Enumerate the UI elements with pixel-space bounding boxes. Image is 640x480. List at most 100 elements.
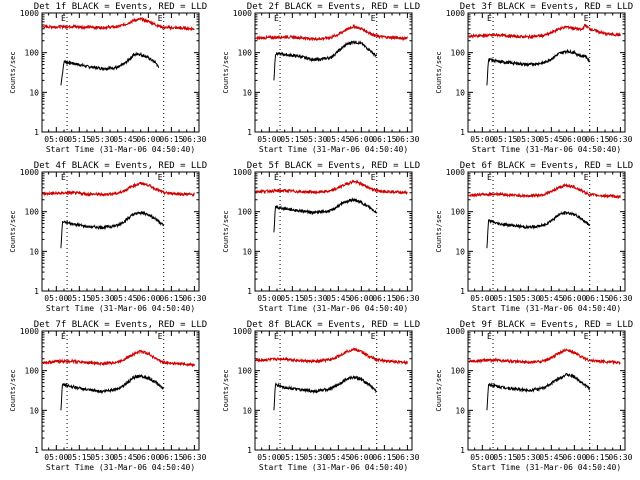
x-axis-label: Start Time (31-Mar-06 04:50:40) xyxy=(46,463,195,472)
y-tick-label: 1000 xyxy=(446,168,465,177)
y-axis-label: Counts/sec xyxy=(222,369,230,411)
x-tick-label: 06:15 xyxy=(372,294,396,303)
x-tick-label: 05:30 xyxy=(303,453,327,462)
event-marker-label: E xyxy=(61,14,66,23)
panel-det-9: Det 9f BLACK = Events, RED = LLD 1 10 100 10… xyxy=(435,320,633,472)
panel-title: Det 6f BLACK = Events, RED = LLD xyxy=(460,161,633,171)
y-tick-label: 1 xyxy=(34,446,39,455)
plot-frame xyxy=(467,330,626,451)
plot-frame xyxy=(254,171,413,292)
event-marker-label: E xyxy=(274,332,279,341)
event-marker-label: E xyxy=(487,173,492,182)
y-tick-label: 10 xyxy=(242,406,252,415)
x-tick-label: 05:30 xyxy=(516,453,540,462)
event-marker-label: E xyxy=(158,332,163,341)
y-tick-label: 1000 xyxy=(233,168,252,177)
x-tick-label: 06:15 xyxy=(585,453,609,462)
x-tick-label: 06:00 xyxy=(562,294,586,303)
plot-frame xyxy=(467,171,626,292)
y-axis-label: Counts/sec xyxy=(9,51,17,93)
series-lld-line xyxy=(42,16,195,32)
x-tick-label: 05:15 xyxy=(280,453,304,462)
y-tick-label: 10 xyxy=(29,247,39,256)
x-tick-label: 06:30 xyxy=(608,294,632,303)
y-tick-label: 1000 xyxy=(20,327,39,336)
panel-det-7: Det 7f BLACK = Events, RED = LLD 1 10 100 10… xyxy=(9,320,207,472)
event-marker-label: E xyxy=(584,173,589,182)
x-tick-label: 05:45 xyxy=(113,294,137,303)
event-marker-label: E xyxy=(371,173,376,182)
series-lld-line xyxy=(42,181,195,197)
x-tick-label: 06:30 xyxy=(395,294,419,303)
x-tick-label: 05:00 xyxy=(257,135,281,144)
y-tick-label: 10 xyxy=(29,88,39,97)
x-tick-label: 06:15 xyxy=(372,135,396,144)
event-marker-label: E xyxy=(371,14,376,23)
y-tick-label: 1000 xyxy=(446,9,465,18)
x-tick-label: 06:30 xyxy=(182,453,206,462)
x-tick-label: 05:45 xyxy=(539,453,563,462)
event-marker-label: E xyxy=(274,14,279,23)
x-tick-label: 05:15 xyxy=(67,135,91,144)
y-tick-label: 1 xyxy=(247,128,252,137)
x-tick-label: 05:00 xyxy=(44,294,68,303)
x-tick-label: 05:15 xyxy=(493,453,517,462)
series-events-line xyxy=(60,373,164,411)
series-lld-line xyxy=(255,347,408,366)
x-tick-label: 05:45 xyxy=(326,135,350,144)
x-tick-label: 06:30 xyxy=(608,135,632,144)
panel-title: Det 7f BLACK = Events, RED = LLD xyxy=(34,320,207,330)
event-marker-label: E xyxy=(158,173,163,182)
x-tick-label: 05:15 xyxy=(493,294,517,303)
x-tick-label: 06:15 xyxy=(159,294,183,303)
y-axis-label: Counts/sec xyxy=(435,369,443,411)
panel-det-3: Det 3f BLACK = Events, RED = LLD 1 10 100 10… xyxy=(435,2,633,154)
x-tick-label: 05:30 xyxy=(516,135,540,144)
series-events-line xyxy=(273,197,377,233)
x-tick-label: 06:00 xyxy=(349,294,373,303)
x-tick-label: 05:00 xyxy=(470,453,494,462)
series-events-line xyxy=(486,48,590,86)
y-tick-label: 1000 xyxy=(446,327,465,336)
y-tick-label: 10 xyxy=(455,247,465,256)
panel-det-2: Det 2f BLACK = Events, RED = LLD 1 10 100 10… xyxy=(222,2,420,154)
plot-frame xyxy=(467,12,626,133)
y-tick-label: 10 xyxy=(242,88,252,97)
x-tick-label: 06:15 xyxy=(585,135,609,144)
x-tick-label: 05:15 xyxy=(280,294,304,303)
plot-frame xyxy=(254,12,413,133)
panel-det-8: Det 8f BLACK = Events, RED = LLD 1 10 100 10… xyxy=(222,320,420,472)
plot-frame xyxy=(254,330,413,451)
x-tick-label: 06:00 xyxy=(349,135,373,144)
y-tick-label: 1000 xyxy=(233,9,252,18)
x-tick-label: 06:30 xyxy=(395,453,419,462)
panel-title: Det 3f BLACK = Events, RED = LLD xyxy=(460,2,633,12)
y-tick-label: 1 xyxy=(460,128,465,137)
x-tick-label: 06:00 xyxy=(136,294,160,303)
x-tick-label: 06:00 xyxy=(349,453,373,462)
x-tick-label: 05:45 xyxy=(113,453,137,462)
y-tick-label: 1 xyxy=(34,287,39,296)
x-axis-label: Start Time (31-Mar-06 04:50:40) xyxy=(259,304,408,313)
panel-det-6: Det 6f BLACK = Events, RED = LLD 1 10 100 10… xyxy=(435,161,633,313)
x-tick-label: 06:00 xyxy=(136,453,160,462)
y-axis-label: Counts/sec xyxy=(435,210,443,252)
plot-frame xyxy=(41,330,200,451)
plot-frame xyxy=(41,171,200,292)
event-marker-label: E xyxy=(158,14,163,23)
x-tick-label: 05:45 xyxy=(113,135,137,144)
x-tick-label: 06:30 xyxy=(182,135,206,144)
series-lld-line xyxy=(42,349,195,368)
x-axis-label: Start Time (31-Mar-06 04:50:40) xyxy=(472,463,621,472)
y-axis-label: Counts/sec xyxy=(9,369,17,411)
y-tick-label: 100 xyxy=(238,208,253,217)
x-tick-label: 05:30 xyxy=(303,294,327,303)
x-tick-label: 06:00 xyxy=(562,453,586,462)
x-tick-label: 05:45 xyxy=(326,453,350,462)
y-tick-label: 1 xyxy=(34,128,39,137)
series-events-line xyxy=(60,51,160,86)
x-tick-label: 06:15 xyxy=(159,135,183,144)
x-axis-label: Start Time (31-Mar-06 04:50:40) xyxy=(46,304,195,313)
